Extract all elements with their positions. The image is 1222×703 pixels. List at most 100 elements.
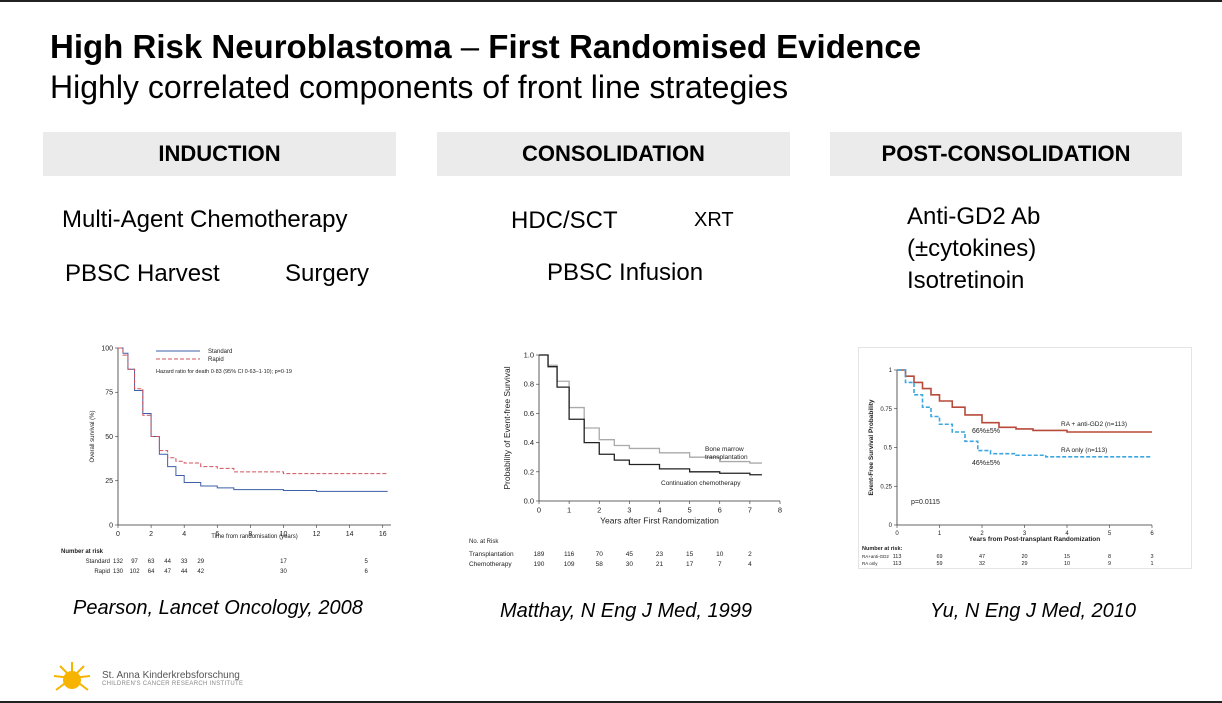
x-tick-label: 0 [116,531,120,538]
risk-value: 6 [365,569,369,575]
risk-value: 189 [534,551,545,558]
y-tick-label: 1 [889,368,893,374]
legend-label-rapid: Rapid [208,357,224,363]
risk-table-label: Number at risk: [862,546,903,552]
risk-row-name: Chemotherapy [469,561,512,568]
y-tick-label: 75 [105,390,113,397]
x-tick-label: 5 [688,506,692,515]
x-tick-label: 14 [346,531,354,538]
chart-pearson: 0 2 4 6 8 10 12 14 16 0 25 50 75 100 Time from randomi… [61,345,391,575]
y-tick-label: 0.25 [880,484,892,490]
risk-value: 109 [564,561,575,568]
item-anti-gd2-ab: Anti-GD2 Ab [907,203,1041,230]
x-tick-label: 12 [313,531,321,538]
risk-value: 33 [181,559,188,565]
x-tick-label: 3 [1023,531,1027,537]
risk-value: 130 [113,569,124,575]
y-tick-label: 25 [105,478,113,485]
y-tick-label: 50 [105,434,113,441]
chart-matthay-panel: 0 1 2 3 4 5 6 7 8 0.0 0.2 0.4 0.6 0.8 1.0 Years after F… [462,345,792,577]
risk-value: 45 [626,551,634,558]
x-tick-label: 0 [895,531,899,537]
risk-value: 132 [113,559,124,565]
risk-value: 23 [656,551,664,558]
x-tick-label: 4 [1065,531,1069,537]
logo-name: St. Anna Kinderkrebsforschung [102,669,240,681]
y-tick-label: 0.75 [880,407,892,413]
x-tick-label: 4 [182,531,186,538]
top-rule [0,0,1222,2]
item-surgery: Surgery [285,260,370,287]
series-label-ra-only: RA only (n=113) [1061,447,1107,454]
risk-value: 29 [1021,561,1027,567]
risk-value: 190 [534,561,545,568]
y-tick-label: 0.2 [524,467,534,476]
y-tick-label: 0 [889,523,893,529]
rate-label-anti-gd2: 66%±5% [972,428,1000,435]
citation-yu: Yu, N Eng J Med, 2010 [930,600,1137,622]
series-label-anti-gd2: RA + anti-GD2 (n=113) [1061,421,1127,428]
item-cytokines: (±cytokines) [907,235,1037,262]
risk-value: 44 [181,569,188,575]
risk-value: 42 [197,569,204,575]
risk-value: 69 [936,554,942,560]
risk-value: 47 [164,569,171,575]
x-tick-label: 8 [248,531,252,538]
x-tick-label: 7 [748,506,752,515]
x-tick-label: 6 [215,531,219,538]
slide-title: High Risk Neuroblastoma – First Randomis… [50,28,921,66]
risk-value: 17 [686,561,694,568]
title-secondary: First Randomised Evidence [488,28,922,65]
series-label-bmt-2: transplantation [705,454,748,461]
item-isotretinoin: Isotretinoin [907,267,1025,294]
risk-value: 47 [979,554,985,560]
chart-yu: 0 1 2 3 4 5 6 0 0.25 0.5 0.75 1 Years from Post-tran… [862,368,1154,567]
y-tick-label: 100 [101,345,113,352]
x-tick-label: 1 [938,531,942,537]
x-axis-label: Years after First Randomization [600,516,719,526]
bottom-rule [0,701,1222,703]
y-axis-label: Overall survival (%) [90,410,96,462]
risk-value: 20 [1021,554,1027,560]
x-tick-label: 6 [718,506,722,515]
risk-value: 70 [596,551,604,558]
risk-value: 63 [148,559,155,565]
y-tick-label: 0 [109,522,113,529]
series-line-1 [539,354,762,476]
risk-row-name: RA only [862,561,878,566]
y-tick-label: 0.8 [524,380,534,389]
risk-table-label: No. at Risk [469,539,499,545]
hazard-ratio-annotation: Hazard ratio for death 0·83 (95% CI 0·63… [156,369,292,375]
rate-label-ra-only: 46%±5% [972,460,1000,467]
risk-value: 29 [197,559,204,565]
item-pbsc-harvest: PBSC Harvest [65,260,220,287]
x-tick-label: 8 [778,506,782,515]
slide-subtitle: Highly correlated components of front li… [50,69,789,105]
header-post-consolidation: POST-CONSOLIDATION [830,132,1182,176]
y-axis-label: Event-Free Survival Probability [868,399,875,495]
risk-value: 102 [130,569,141,575]
item-pbsc-infusion: PBSC Infusion [547,259,704,286]
header-induction: INDUCTION [43,132,396,176]
x-axis-label: Time from randomisation (years) [211,534,297,540]
series-line-1 [897,369,1152,458]
logo-tagline: CHILDREN'S CANCER RESEARCH INSTITUTE [102,680,244,687]
series-line-0 [118,347,388,492]
x-tick-label: 6 [1150,531,1154,537]
item-multi-agent-chemotherapy: Multi-Agent Chemotherapy [62,206,348,233]
risk-value: 17 [280,559,287,565]
x-tick-label: 1 [567,506,571,515]
risk-value: 58 [596,561,604,568]
header-consolidation: CONSOLIDATION [437,132,790,176]
risk-value: 1 [1150,561,1153,567]
risk-value: 59 [936,561,942,567]
y-tick-label: 0.0 [524,497,534,506]
risk-value: 3 [1150,554,1153,560]
risk-value: 2 [748,551,752,558]
p-value-annotation: p=0.0115 [911,499,940,506]
citation-pearson: Pearson, Lancet Oncology, 2008 [73,597,363,619]
title-separator: – [451,28,489,65]
risk-value: 30 [626,561,634,568]
risk-value: 97 [131,559,138,565]
